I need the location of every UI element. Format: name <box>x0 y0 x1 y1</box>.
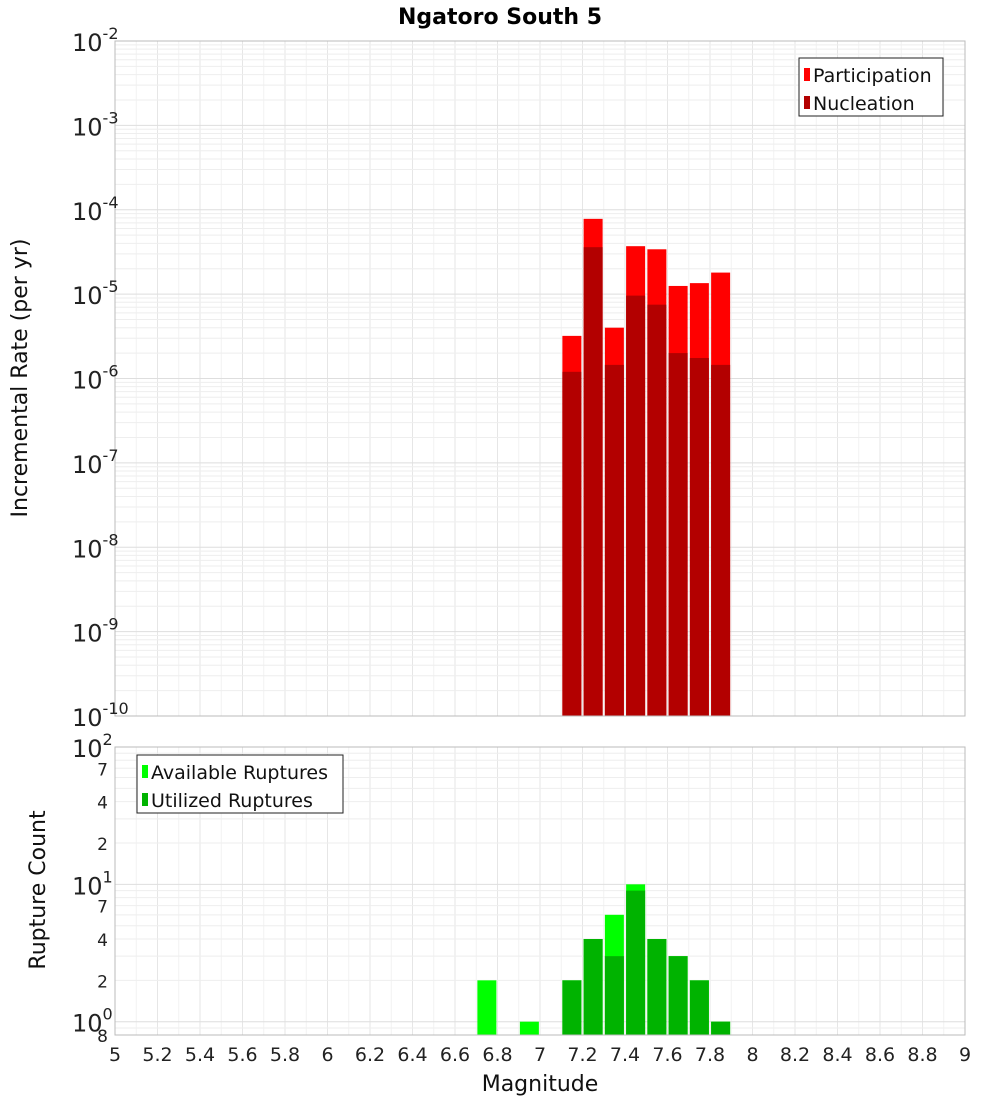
legend-swatch <box>804 96 810 109</box>
x-tick-label: 7.8 <box>695 1044 725 1066</box>
x-tick-label: 6.6 <box>440 1044 470 1066</box>
top-y-axis-label: Incremental Rate (per yr) <box>8 239 33 518</box>
legend: Available Ruptures Utilized Ruptures <box>136 754 344 814</box>
bar-nucleation <box>562 371 582 716</box>
x-tick-label: 5.4 <box>185 1044 215 1066</box>
legend-entry-label: Nucleation <box>813 93 915 115</box>
x-tick-label: 5.6 <box>227 1044 257 1066</box>
x-tick-label: 8.6 <box>865 1044 895 1066</box>
legend-swatch <box>142 765 148 778</box>
x-axis-ticks: 5 5.2 5.4 5.6 5.8 6 6.2 6.4 6.6 6.8 7 7.2 7.4 7.6 7.8 8… <box>109 1044 971 1066</box>
y-tick-label: 10-10 <box>72 699 129 732</box>
bar-nucleation <box>689 357 709 716</box>
legend-entry-label: Utilized Ruptures <box>151 790 313 812</box>
x-tick-label: 7 <box>534 1044 546 1066</box>
bar-utilized-ruptures <box>711 1021 731 1035</box>
legend-box <box>798 57 944 117</box>
bar-nucleation <box>647 304 667 716</box>
y-tick-label: 10-7 <box>72 446 119 479</box>
plot-frame <box>114 40 966 717</box>
y-tick-label: 2 <box>97 972 108 992</box>
y-tick-label: 101 <box>72 867 113 900</box>
y-tick-label: 4 <box>97 794 108 814</box>
y-tick-label: 10-5 <box>72 277 119 310</box>
plot-frame <box>114 746 966 1036</box>
bar-utilized-ruptures <box>583 939 603 1035</box>
y-tick-label: 10-4 <box>72 193 119 226</box>
participation-nucleation-panel: 10-2 10-3 10-4 10-5 10-6 10-7 10-8 10-9 10-10 Par… <box>72 24 966 732</box>
bar-utilized-ruptures <box>689 980 709 1035</box>
legend-swatch <box>804 68 810 81</box>
y-tick-label: 7 <box>97 898 108 918</box>
chart-title: Ngatoro South 5 <box>398 5 602 30</box>
bar-utilized-ruptures <box>647 939 667 1035</box>
y-tick-label: 4 <box>97 931 108 951</box>
x-tick-label: 9 <box>959 1044 971 1066</box>
bar-nucleation <box>583 247 603 716</box>
x-axis-label: Magnitude <box>482 1072 599 1097</box>
bar-nucleation <box>711 364 731 716</box>
x-tick-label: 6.2 <box>355 1044 385 1066</box>
bar-available-ruptures <box>519 1021 539 1035</box>
y-tick-label: 10-9 <box>72 615 119 648</box>
x-tick-label: 8.8 <box>907 1044 937 1066</box>
y-tick-label: 8 <box>97 1027 108 1047</box>
bar-utilized-ruptures <box>626 890 646 1035</box>
bar-utilized-ruptures <box>562 980 582 1035</box>
y-tick-label: 7 <box>97 760 108 780</box>
legend-swatch <box>142 793 148 806</box>
x-tick-label: 5.2 <box>142 1044 172 1066</box>
y-tick-label: 2 <box>97 835 108 855</box>
x-tick-label: 5.8 <box>270 1044 300 1066</box>
y-tick-label: 10-2 <box>72 24 119 57</box>
x-tick-label: 6.4 <box>397 1044 427 1066</box>
legend: Participation Nucleation <box>798 57 944 117</box>
bar-nucleation <box>604 364 624 716</box>
y-tick-label: 10-3 <box>72 108 119 141</box>
bar-utilized-ruptures <box>668 956 688 1035</box>
bar-nucleation <box>626 295 646 716</box>
x-tick-label: 6 <box>321 1044 333 1066</box>
bar-nucleation <box>668 353 688 716</box>
x-tick-label: 8 <box>746 1044 758 1066</box>
legend-entry-label: Participation <box>813 65 932 87</box>
x-tick-label: 7.6 <box>652 1044 682 1066</box>
x-tick-label: 7.2 <box>567 1044 597 1066</box>
bar-available-ruptures <box>477 980 497 1035</box>
bar-utilized-ruptures <box>604 956 624 1035</box>
x-tick-label: 5 <box>109 1044 121 1066</box>
y-tick-label: 102 <box>72 730 113 763</box>
x-tick-label: 6.8 <box>482 1044 512 1066</box>
y-tick-label: 10-6 <box>72 362 119 395</box>
x-tick-label: 8.4 <box>822 1044 852 1066</box>
x-tick-label: 8.2 <box>780 1044 810 1066</box>
legend-entry-label: Available Ruptures <box>151 762 328 784</box>
y-tick-label: 100 <box>72 1005 113 1038</box>
legend-box <box>136 754 344 814</box>
bottom-y-axis-label: Rupture Count <box>26 810 51 970</box>
y-tick-label: 10-8 <box>72 530 119 563</box>
x-tick-label: 7.4 <box>610 1044 640 1066</box>
